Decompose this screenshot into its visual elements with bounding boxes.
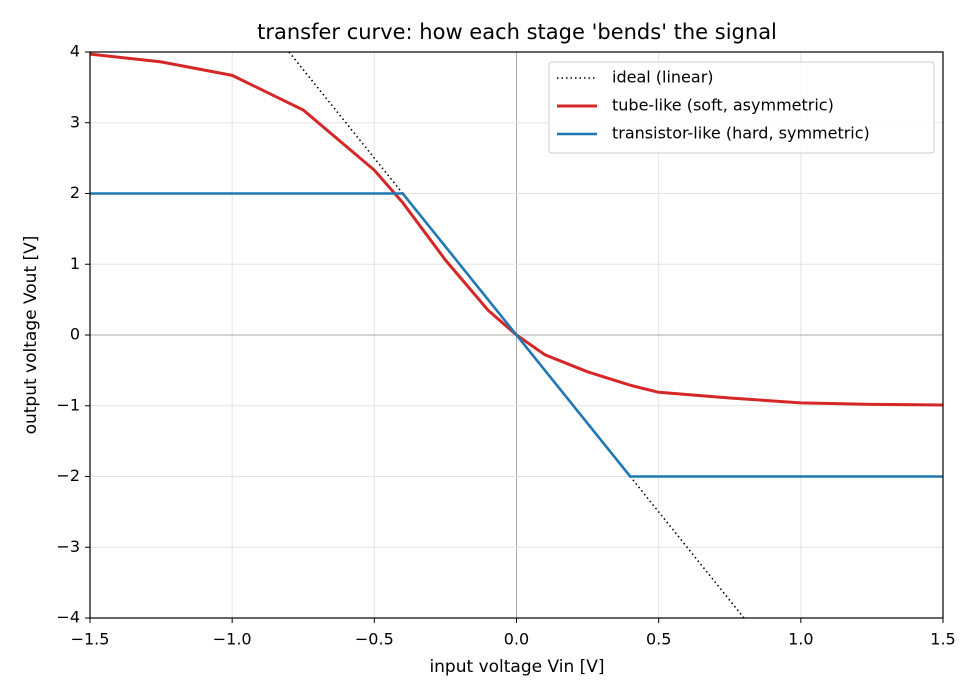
legend-label: ideal (linear) — [612, 68, 714, 87]
y-tick-label: −4 — [56, 608, 80, 627]
y-tick-label: −3 — [56, 537, 80, 556]
legend-box — [548, 61, 935, 154]
legend-label: transistor-like (hard, symmetric) — [612, 124, 870, 143]
legend-label: tube-like (soft, asymmetric) — [612, 96, 834, 115]
x-axis-label: input voltage Vin [V] — [429, 657, 604, 677]
x-tick-label: 0.0 — [504, 630, 529, 649]
y-tick-label: 4 — [70, 42, 80, 61]
y-axis-label: output voltage Vout [V] — [21, 236, 41, 435]
y-tick-label: 1 — [70, 254, 80, 273]
y-tick-label: 3 — [70, 112, 80, 131]
y-tick-label: 0 — [70, 325, 80, 344]
legend: ideal (linear) tube-like (soft, asymmetri… — [548, 61, 935, 154]
x-tick-label: −1.0 — [213, 630, 252, 649]
y-tick-label: −1 — [56, 395, 80, 414]
x-tick-label: 1.0 — [788, 630, 813, 649]
x-tick-label: 1.5 — [930, 630, 955, 649]
x-tick-label: 0.5 — [646, 630, 671, 649]
series-line — [90, 192, 943, 478]
plot-lines — [90, 52, 943, 618]
x-tick-label: −0.5 — [355, 630, 394, 649]
y-tick-label: 2 — [70, 183, 80, 202]
chart-title: transfer curve: how each stage 'bends' t… — [257, 20, 777, 44]
x-tick-label: −1.5 — [71, 630, 110, 649]
y-tick-label: −2 — [56, 466, 80, 485]
